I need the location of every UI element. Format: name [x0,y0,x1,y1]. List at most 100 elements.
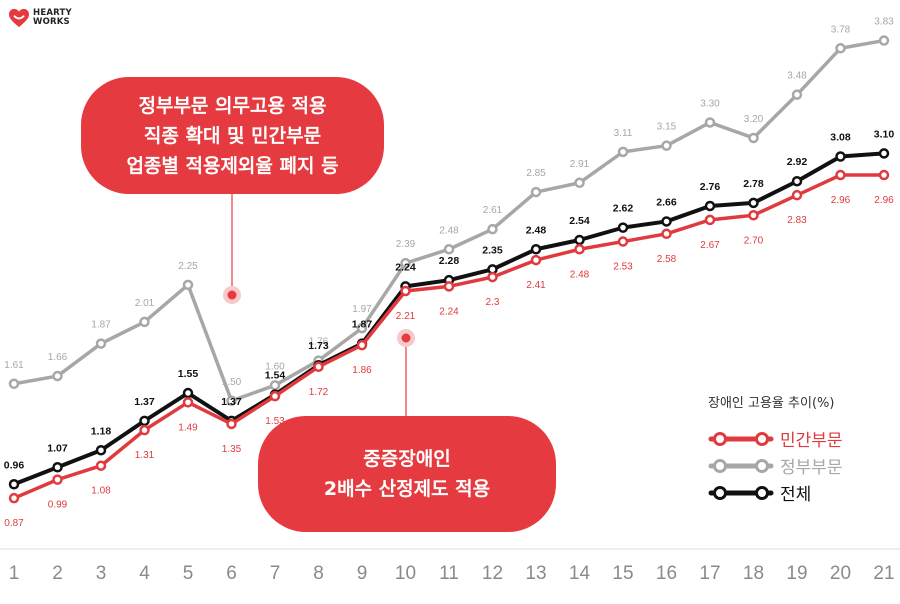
x-tick-label: 9 [357,563,368,584]
data-label-private: 0.87 [4,518,24,529]
data-point-private [226,418,237,430]
data-label-private: 2.83 [787,215,807,226]
data-point-government [487,223,498,235]
data-label-total: 2.48 [526,224,547,236]
data-point-private [835,169,846,181]
data-point-government [52,370,63,382]
data-point-total [574,234,585,246]
data-label-total: 2.28 [439,255,460,267]
data-label-government: 2.25 [178,261,198,272]
data-label-government: 2.85 [526,168,546,179]
x-tick-label: 10 [395,563,416,584]
data-point-total [748,197,759,209]
logo-line-1: HEARTY [33,8,72,18]
legend-item-total: 전체 [708,479,843,506]
data-label-government: 1.97 [352,304,372,315]
data-label-private: 1.86 [352,365,372,376]
data-point-private [8,492,20,504]
data-point-private [95,460,107,471]
data-point-total [878,148,890,159]
legend-title: 장애인 고용율 추이(%) [708,396,835,411]
data-label-total: 2.66 [656,196,677,208]
x-tick-label: 14 [569,563,591,584]
data-label-total: 1.37 [134,396,155,408]
x-tick-label: 17 [699,563,720,584]
x-tick-label: 21 [873,563,894,584]
data-label-private: 1.35 [222,444,242,455]
data-label-private: 2.53 [613,262,633,273]
data-label-total: 1.18 [91,425,112,437]
data-label-government: 2.91 [570,159,590,170]
data-label-government: 1.87 [91,320,111,331]
data-point-private [878,169,890,181]
data-point-government [617,146,629,158]
annotation-marker-2 [401,333,411,343]
data-label-private: 2.48 [570,269,590,280]
x-tick-label: 1 [9,563,20,584]
data-label-private: 1.08 [91,486,111,497]
data-point-government [530,186,542,198]
legend-item-government: 정부부문 [708,452,843,479]
data-label-government: 1.61 [4,360,24,371]
data-point-private [791,189,803,201]
data-point-private [313,361,324,373]
data-label-government: 3.48 [787,71,807,82]
data-label-government: 1.50 [222,377,242,388]
x-tick-label: 4 [139,563,150,584]
data-label-private: 1.31 [135,450,155,461]
data-point-private [617,236,629,247]
annotation-marker-1 [227,290,237,300]
data-label-government: 1.60 [265,361,285,372]
data-point-total [8,479,20,490]
data-point-government [878,35,890,46]
data-label-private: 2.96 [874,195,894,206]
data-label-government: 2.01 [135,298,155,309]
data-point-government [704,117,716,128]
x-tick-label: 11 [439,563,459,584]
x-tick-label: 16 [656,563,677,584]
data-point-government [182,279,194,291]
data-point-private [139,424,150,436]
x-tick-label: 19 [786,563,807,584]
data-point-government [95,338,107,349]
data-label-total: 2.78 [743,178,764,190]
data-point-government [443,244,455,255]
x-tick-label: 13 [525,563,546,584]
data-point-government [269,380,281,391]
data-label-private: 0.99 [48,500,68,511]
data-label-total: 2.76 [700,181,721,193]
data-label-private: 2.67 [700,240,720,251]
annotation-bubble-government-expansion: 정부부문 의무고용 적용 직종 확대 및 민간부문 업종별 적용제외율 폐지 등 [81,77,384,194]
data-point-government [791,89,803,100]
data-point-private [52,474,63,485]
data-point-government [139,316,150,328]
data-point-private [443,281,455,292]
data-point-total [661,216,672,227]
legend-swatch-total-icon [708,485,774,500]
data-point-private [704,214,716,226]
data-point-private [487,271,498,283]
data-label-private: 2.70 [744,235,764,246]
data-point-government [748,132,759,144]
data-point-private [574,244,585,255]
data-point-private [356,339,368,351]
data-label-total: 1.73 [308,340,329,352]
data-label-government: 3.11 [614,128,633,139]
data-point-government [661,140,672,151]
data-label-government: 1.76 [309,337,329,348]
data-label-government: 2.48 [439,225,459,236]
data-label-private: 2.3 [486,297,500,308]
annotation-bubble-double-counting: 중증장애인 2배수 산정제도 적용 [258,416,556,532]
data-label-government: 3.20 [744,114,764,125]
data-point-total [182,387,194,399]
data-label-total: 1.55 [178,368,199,380]
data-point-total [617,222,629,233]
data-point-total [704,200,716,212]
data-label-government: 3.15 [657,122,677,133]
data-label-private: 1.53 [265,416,285,427]
legend-item-private: 민간부문 [708,425,843,452]
data-point-government [8,378,20,390]
data-label-total: 1.54 [265,370,286,382]
data-point-government [400,257,411,269]
